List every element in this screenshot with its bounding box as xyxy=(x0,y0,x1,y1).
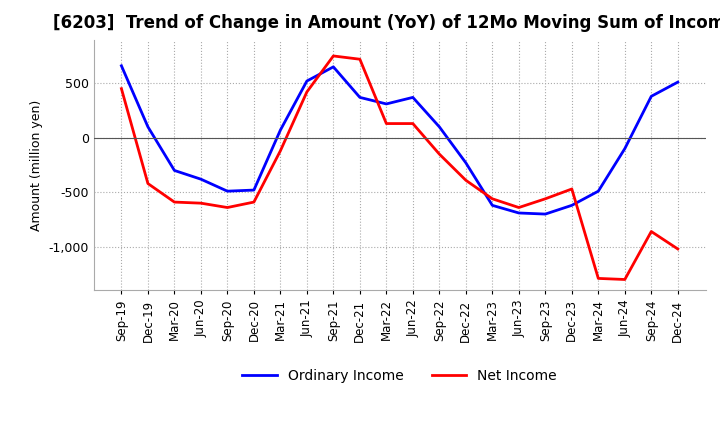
Net Income xyxy=(356,57,364,62)
Net Income xyxy=(276,148,284,154)
Ordinary Income xyxy=(329,64,338,70)
Ordinary Income xyxy=(567,203,576,208)
Y-axis label: Amount (million yen): Amount (million yen) xyxy=(30,99,42,231)
Ordinary Income xyxy=(515,210,523,216)
Ordinary Income xyxy=(621,146,629,151)
Ordinary Income xyxy=(462,160,470,165)
Net Income xyxy=(567,187,576,192)
Ordinary Income xyxy=(382,101,391,106)
Ordinary Income xyxy=(117,63,126,68)
Ordinary Income xyxy=(435,124,444,129)
Ordinary Income xyxy=(488,203,497,208)
Ordinary Income xyxy=(143,124,152,129)
Ordinary Income xyxy=(250,187,258,193)
Ordinary Income xyxy=(170,168,179,173)
Net Income xyxy=(250,199,258,205)
Ordinary Income xyxy=(408,95,417,100)
Ordinary Income xyxy=(197,176,205,182)
Net Income xyxy=(223,205,232,210)
Net Income xyxy=(621,277,629,282)
Ordinary Income xyxy=(673,80,682,85)
Net Income xyxy=(673,246,682,252)
Net Income xyxy=(197,201,205,206)
Ordinary Income xyxy=(594,188,603,194)
Net Income xyxy=(408,121,417,126)
Ordinary Income xyxy=(276,128,284,133)
Ordinary Income xyxy=(223,188,232,194)
Legend: Ordinary Income, Net Income: Ordinary Income, Net Income xyxy=(237,364,562,389)
Net Income xyxy=(170,199,179,205)
Net Income xyxy=(382,121,391,126)
Net Income xyxy=(515,205,523,210)
Line: Net Income: Net Income xyxy=(122,56,678,279)
Title: [6203]  Trend of Change in Amount (YoY) of 12Mo Moving Sum of Incomes: [6203] Trend of Change in Amount (YoY) o… xyxy=(53,15,720,33)
Net Income xyxy=(647,229,656,234)
Net Income xyxy=(594,276,603,281)
Net Income xyxy=(302,89,311,95)
Net Income xyxy=(143,181,152,186)
Net Income xyxy=(117,86,126,92)
Net Income xyxy=(435,151,444,157)
Ordinary Income xyxy=(356,95,364,100)
Line: Ordinary Income: Ordinary Income xyxy=(122,66,678,214)
Net Income xyxy=(488,196,497,202)
Net Income xyxy=(329,53,338,59)
Net Income xyxy=(541,196,549,202)
Ordinary Income xyxy=(647,94,656,99)
Net Income xyxy=(462,178,470,183)
Ordinary Income xyxy=(302,78,311,84)
Ordinary Income xyxy=(541,212,549,217)
